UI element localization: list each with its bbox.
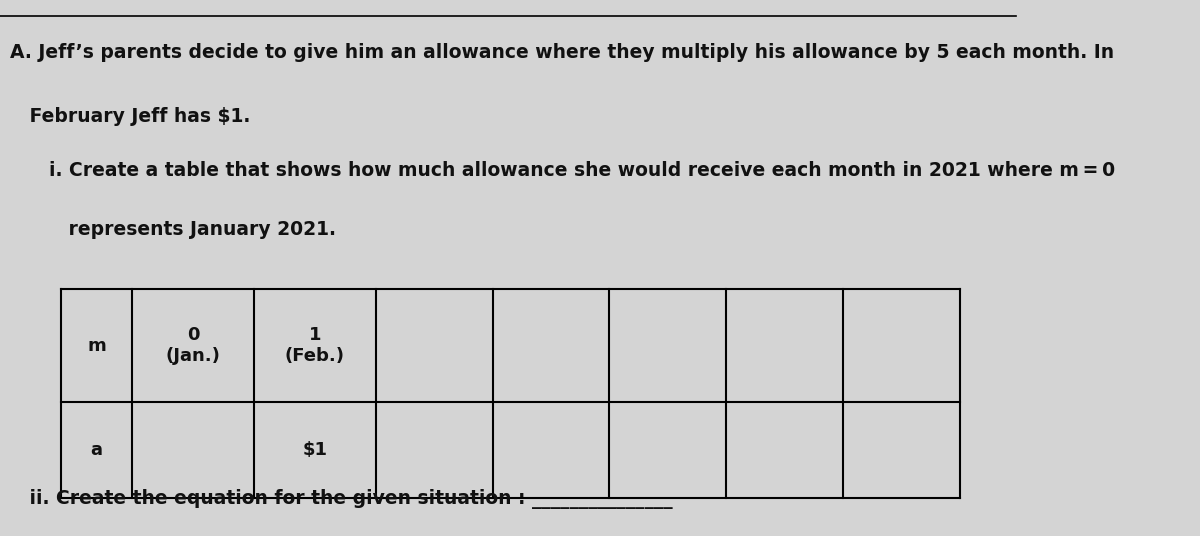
Text: 0
(Jan.): 0 (Jan.) (166, 326, 221, 365)
Text: represents January 2021.: represents January 2021. (10, 220, 336, 239)
Text: $1: $1 (302, 441, 328, 459)
Text: A. Jeff’s parents decide to give him an allowance where they multiply his allowa: A. Jeff’s parents decide to give him an … (10, 43, 1115, 62)
Text: a: a (90, 441, 102, 459)
Text: 1
(Feb.): 1 (Feb.) (284, 326, 344, 365)
Text: i. Create a table that shows how much allowance she would receive each month in : i. Create a table that shows how much al… (10, 161, 1115, 180)
Text: February Jeff has $1.: February Jeff has $1. (10, 107, 251, 126)
Text: m: m (88, 337, 106, 355)
Text: ii. Create the equation for the given situation : _______________: ii. Create the equation for the given si… (10, 489, 673, 509)
